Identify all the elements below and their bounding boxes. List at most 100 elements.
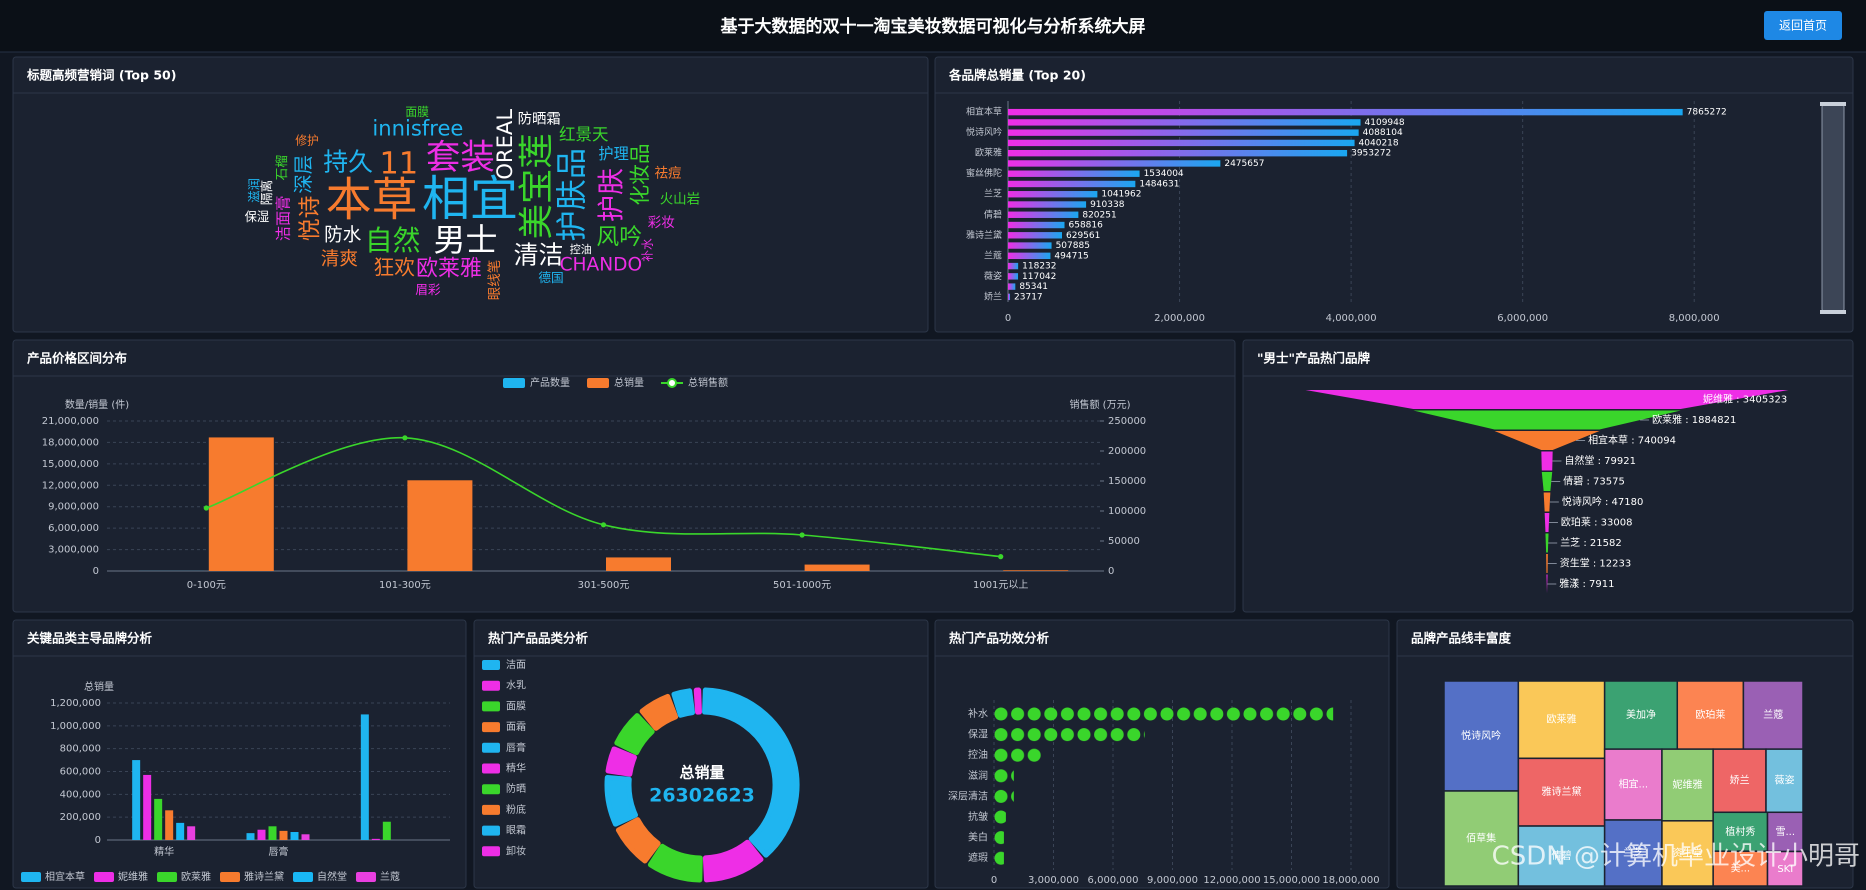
word: 套装 bbox=[426, 138, 495, 178]
word: 相宜 bbox=[422, 171, 518, 227]
y-tick-label: 800,000 bbox=[60, 744, 101, 755]
treemap-label: 倩碧 bbox=[1551, 849, 1571, 862]
value-label: 118232 bbox=[1022, 262, 1056, 272]
treemap-cell bbox=[1443, 790, 1520, 887]
y2-tick-label: 0 bbox=[1108, 566, 1114, 577]
y-tick-label: 补水 bbox=[968, 707, 988, 720]
word: 11 bbox=[380, 146, 419, 181]
y-tick-label: 娇兰 bbox=[984, 290, 1002, 302]
legend-label: 卸妆 bbox=[506, 844, 526, 857]
value-label: 3953272 bbox=[1351, 149, 1391, 159]
y2-tick-label: 250000 bbox=[1108, 416, 1146, 427]
y-tick-label: 0 bbox=[95, 835, 101, 846]
word: 男士 bbox=[434, 221, 498, 259]
bar bbox=[1008, 221, 1065, 229]
value-label: 4088104 bbox=[1363, 128, 1403, 138]
panel-title: 标题高频营销词 (Top 50) bbox=[26, 68, 176, 83]
funnel-label: 雅漾 : 7911 bbox=[1559, 577, 1614, 590]
bar bbox=[154, 798, 163, 840]
donut-segment bbox=[647, 843, 703, 883]
treemap-cell bbox=[1712, 748, 1767, 814]
donut-segment bbox=[639, 693, 679, 731]
word: CHANDO bbox=[560, 254, 643, 275]
treemap-label: SKI bbox=[1777, 864, 1793, 875]
word: OREAL bbox=[492, 109, 517, 180]
x-tick-label: 0-100元 bbox=[187, 580, 226, 591]
panel-title: 各品牌总销量 (Top 20) bbox=[948, 68, 1086, 83]
value-label: 85341 bbox=[1019, 282, 1048, 292]
y-axis-title: 数量/销量 (件) bbox=[65, 398, 129, 411]
legend-label: 粉底 bbox=[506, 803, 526, 816]
bar bbox=[606, 557, 671, 571]
treemap-cell bbox=[1603, 819, 1663, 887]
y-tick-label: 1,200,000 bbox=[50, 698, 101, 709]
legend-swatch bbox=[503, 378, 525, 388]
back-button-label[interactable]: 返回首页 bbox=[1779, 19, 1827, 33]
x-tick-label: 15,000,000 bbox=[1263, 875, 1320, 886]
treemap-cell bbox=[1766, 811, 1804, 853]
word: 悦诗 bbox=[298, 196, 324, 242]
x-tick-label: 0 bbox=[991, 875, 997, 886]
legend-swatch bbox=[157, 872, 177, 882]
bar bbox=[1008, 232, 1063, 239]
back-button[interactable] bbox=[1764, 11, 1842, 40]
pictorial-bar bbox=[994, 726, 1145, 743]
legend-label: 欧莱雅 bbox=[181, 870, 211, 883]
donut-segment bbox=[671, 688, 695, 718]
word: 滋润 bbox=[247, 178, 261, 203]
panel bbox=[473, 619, 929, 889]
bar bbox=[143, 774, 152, 840]
value-label: 7865272 bbox=[1687, 108, 1727, 118]
word: 眉彩 bbox=[415, 282, 441, 297]
x-tick-label: 3,000,000 bbox=[1028, 875, 1079, 886]
word: 祛痘 bbox=[655, 165, 682, 181]
x-tick-label: 8,000,000 bbox=[1669, 313, 1720, 324]
pictorial-bar bbox=[994, 706, 1334, 722]
panel bbox=[12, 619, 467, 889]
y-tick-label: 遮瑕 bbox=[968, 851, 988, 864]
bar bbox=[279, 830, 288, 840]
y-tick-label: 12,000,000 bbox=[42, 480, 99, 491]
zoom-slider bbox=[1821, 103, 1845, 313]
line-point bbox=[402, 435, 408, 441]
funnel-label: 资生堂 : 12233 bbox=[1560, 557, 1632, 570]
word: 眼线笔 bbox=[487, 260, 503, 301]
bar bbox=[360, 714, 369, 840]
legend-swatch bbox=[482, 846, 500, 857]
y-tick-label: 18,000,000 bbox=[42, 437, 99, 448]
y-tick-label: 控油 bbox=[968, 748, 988, 761]
y-tick-label: 0 bbox=[93, 566, 99, 577]
bar bbox=[1008, 283, 1016, 290]
treemap-label: 雪... bbox=[1775, 826, 1795, 838]
treemap-label: 兰蔻 bbox=[1763, 708, 1783, 721]
word: 化妆品 bbox=[628, 143, 652, 205]
legend-swatch bbox=[482, 784, 500, 795]
y2-tick-label: 200000 bbox=[1108, 446, 1146, 457]
bar bbox=[1008, 191, 1098, 198]
word: 清洁 bbox=[514, 241, 564, 270]
y-tick-label: 倩碧 bbox=[984, 208, 1002, 220]
funnel-label: 欧珀莱 : 33008 bbox=[1561, 516, 1633, 529]
y-tick-label: 保湿 bbox=[968, 728, 988, 741]
y-tick-label: 400,000 bbox=[60, 789, 101, 800]
funnel-segment bbox=[1544, 513, 1550, 532]
value-label: 494715 bbox=[1054, 251, 1088, 261]
funnel-label: 倩碧 : 73575 bbox=[1563, 475, 1625, 488]
word: 防晒霜 bbox=[518, 111, 561, 128]
bar bbox=[1008, 211, 1079, 218]
treemap-cell bbox=[1765, 748, 1804, 814]
bar bbox=[290, 832, 299, 840]
x-tick-label: 12,000,000 bbox=[1203, 875, 1260, 886]
donut-segment bbox=[615, 817, 661, 864]
word: innisfree bbox=[372, 115, 463, 140]
value-label: 658816 bbox=[1069, 221, 1104, 231]
value-label: 820251 bbox=[1082, 210, 1116, 220]
bar bbox=[382, 821, 391, 840]
watermark: CSDN @计算机毕业设计小明哥 bbox=[1492, 842, 1860, 872]
funnel-segment bbox=[1546, 574, 1548, 594]
value-label: 117042 bbox=[1022, 272, 1056, 282]
x-tick-label: 精华 bbox=[154, 845, 174, 858]
word: 深层 bbox=[292, 155, 315, 194]
y-tick-label: 美白 bbox=[968, 831, 988, 844]
x-tick-label: 2,000,000 bbox=[1154, 313, 1205, 324]
